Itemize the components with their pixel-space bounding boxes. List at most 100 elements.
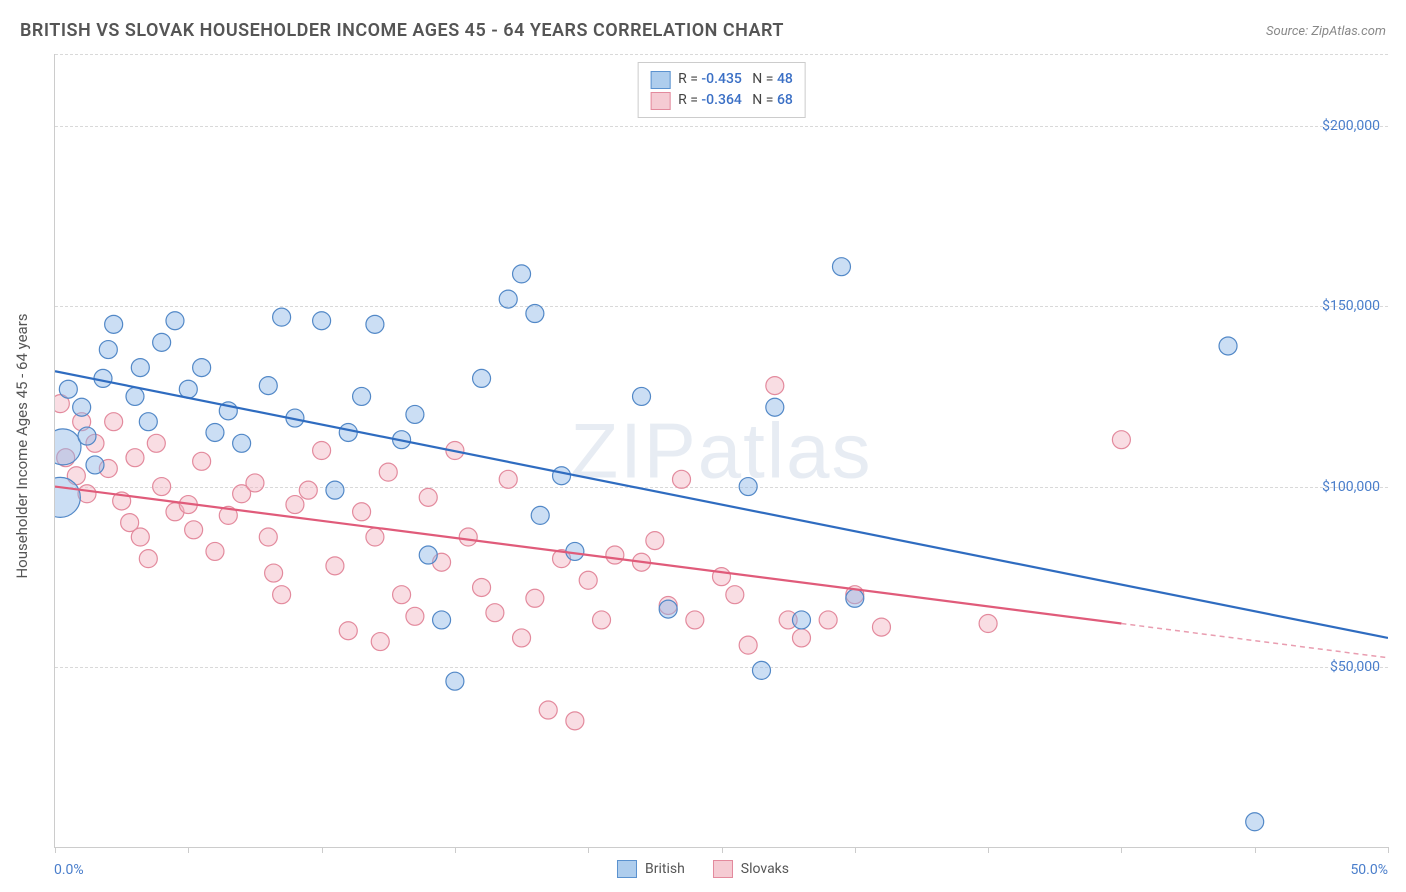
scatter-point (739, 636, 757, 654)
scatter-point (286, 496, 304, 514)
scatter-point (633, 387, 651, 405)
scatter-point (979, 615, 997, 633)
scatter-point (393, 586, 411, 604)
scatter-point (473, 578, 491, 596)
scatter-point (206, 542, 224, 560)
scatter-point (139, 413, 157, 431)
chart-title: BRITISH VS SLOVAK HOUSEHOLDER INCOME AGE… (20, 20, 784, 41)
scatter-point (366, 528, 384, 546)
scatter-point (539, 701, 557, 719)
legend-correlation-row: R = -0.435 N = 48 (650, 69, 793, 90)
plot-area: ZIPatlas R = -0.435 N = 48 R = -0.364 N … (54, 54, 1388, 848)
scatter-point (55, 429, 81, 465)
scatter-point (486, 604, 504, 622)
scatter-point (273, 308, 291, 326)
legend-series-item: Slovaks (713, 860, 789, 878)
scatter-point (1246, 813, 1264, 831)
scatter-point (579, 571, 597, 589)
scatter-point (265, 564, 283, 582)
scatter-point (872, 618, 890, 636)
legend-r-label: R = -0.435 N = 48 (678, 69, 793, 90)
scatter-point (131, 528, 149, 546)
legend-swatch-pink (650, 92, 670, 110)
scatter-point (766, 398, 784, 416)
scatter-point (646, 532, 664, 550)
scatter-point (606, 546, 624, 564)
scatter-point (526, 305, 544, 323)
scatter-point (406, 607, 424, 625)
scatter-point (673, 470, 691, 488)
scatter-point (499, 290, 517, 308)
scatter-point (366, 315, 384, 333)
scatter-point (147, 434, 165, 452)
legend-swatch-blue (617, 860, 637, 878)
x-tick (855, 847, 856, 853)
legend-series-label: British (645, 861, 685, 877)
scatter-point (131, 359, 149, 377)
scatter-point (473, 369, 491, 387)
trendline-slovaks-extrapolated (1121, 624, 1388, 658)
x-tick (588, 847, 589, 853)
scatter-point (433, 611, 451, 629)
scatter-point (86, 456, 104, 474)
scatter-point (206, 423, 224, 441)
scatter-point (1112, 431, 1130, 449)
scatter-point (406, 405, 424, 423)
scatter-point (353, 503, 371, 521)
scatter-point (126, 387, 144, 405)
scatter-point (313, 442, 331, 460)
scatter-point (166, 312, 184, 330)
scatter-point (792, 611, 810, 629)
scatter-point (246, 474, 264, 492)
scatter-point (78, 427, 96, 445)
legend-series-label: Slovaks (741, 861, 789, 877)
x-tick (55, 847, 56, 853)
legend-correlation: R = -0.435 N = 48 R = -0.364 N = 68 (637, 62, 806, 118)
chart-svg (55, 54, 1388, 847)
x-max-label: 50.0% (1350, 862, 1388, 878)
scatter-point (531, 506, 549, 524)
scatter-point (446, 672, 464, 690)
legend-swatch-pink (713, 860, 733, 878)
x-tick (188, 847, 189, 853)
scatter-point (766, 377, 784, 395)
scatter-point (193, 452, 211, 470)
legend-r-label: R = -0.364 N = 68 (678, 90, 793, 111)
scatter-point (846, 589, 864, 607)
scatter-point (299, 481, 317, 499)
scatter-point (739, 478, 757, 496)
legend-correlation-row: R = -0.364 N = 68 (650, 90, 793, 111)
scatter-point (259, 528, 277, 546)
scatter-point (313, 312, 331, 330)
scatter-point (126, 449, 144, 467)
scatter-point (819, 611, 837, 629)
x-tick (455, 847, 456, 853)
scatter-point (513, 265, 531, 283)
legend-series-item: British (617, 860, 685, 878)
scatter-point (153, 478, 171, 496)
scatter-point (419, 488, 437, 506)
scatter-point (726, 586, 744, 604)
x-min-label: 0.0% (54, 862, 84, 878)
scatter-point (792, 629, 810, 647)
x-tick (1121, 847, 1122, 853)
scatter-point (686, 611, 704, 629)
scatter-point (94, 369, 112, 387)
scatter-point (339, 423, 357, 441)
x-tick (1388, 847, 1389, 853)
scatter-point (459, 528, 477, 546)
scatter-point (59, 380, 77, 398)
scatter-point (659, 600, 677, 618)
scatter-point (513, 629, 531, 647)
scatter-point (1219, 337, 1237, 355)
scatter-point (353, 387, 371, 405)
trendline-british (55, 371, 1388, 638)
scatter-point (259, 377, 277, 395)
legend-swatch-blue (650, 71, 670, 89)
scatter-point (153, 333, 171, 351)
legend-series: British Slovaks (617, 860, 789, 878)
scatter-point (326, 557, 344, 575)
scatter-point (752, 661, 770, 679)
scatter-point (832, 258, 850, 276)
scatter-point (139, 550, 157, 568)
